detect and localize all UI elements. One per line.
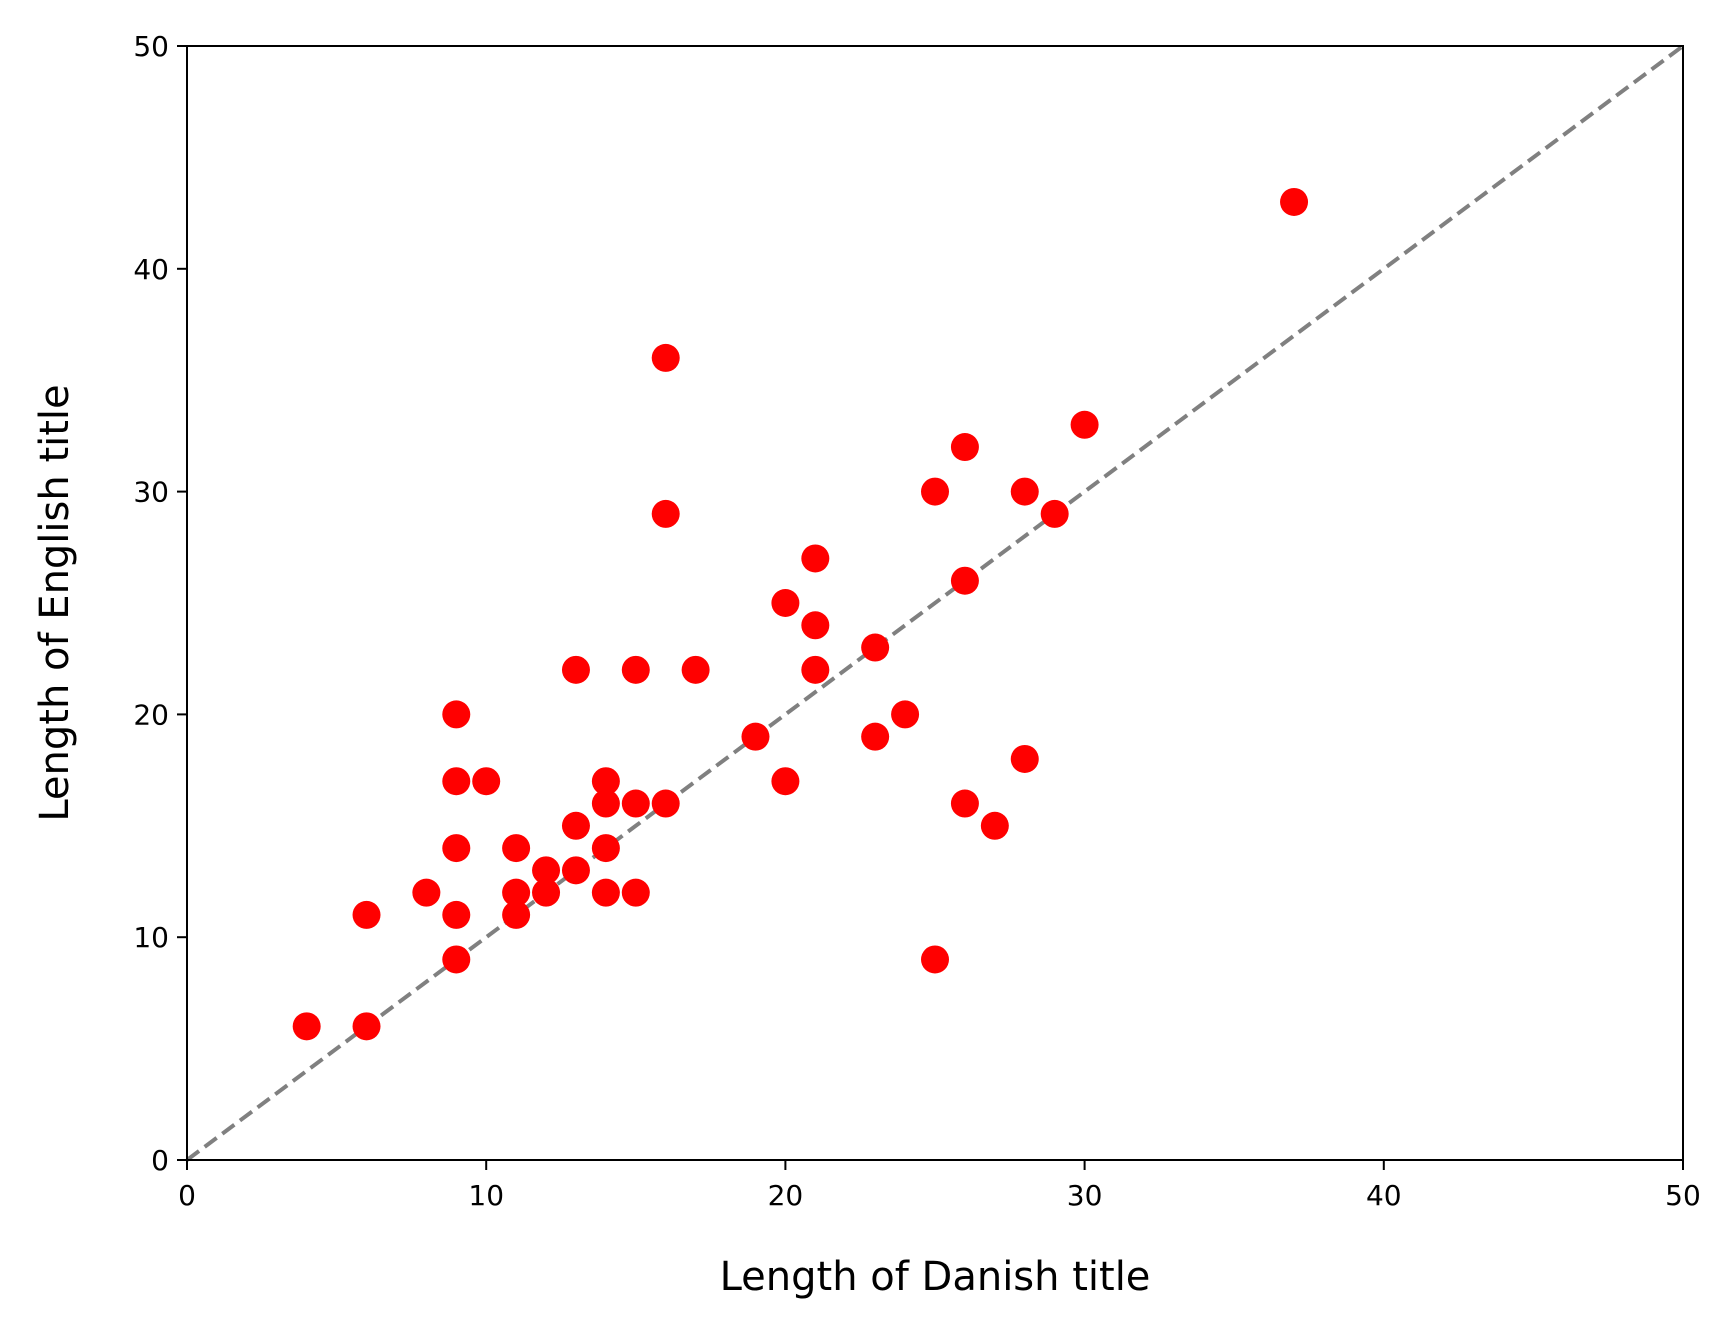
data-point xyxy=(442,834,471,863)
data-point xyxy=(801,655,830,684)
data-point xyxy=(921,477,949,506)
y-axis-label: Length of English title xyxy=(32,384,78,821)
data-point xyxy=(651,499,680,528)
data-point xyxy=(561,655,590,684)
data-point xyxy=(561,811,590,840)
data-point xyxy=(621,789,650,818)
x-tick-label: 30 xyxy=(1067,1179,1103,1212)
data-point xyxy=(950,789,979,818)
y-tick-label: 50 xyxy=(133,30,169,63)
x-tick-label: 0 xyxy=(178,1179,196,1212)
data-point xyxy=(621,655,650,684)
data-point xyxy=(561,856,590,885)
data-point xyxy=(532,878,561,907)
data-point xyxy=(1280,187,1309,216)
data-point xyxy=(891,700,920,729)
data-point xyxy=(292,1012,321,1041)
data-point xyxy=(352,1012,381,1041)
data-point xyxy=(532,856,561,885)
data-point xyxy=(801,611,830,640)
reference-line xyxy=(185,44,1685,1162)
y-tick-label: 30 xyxy=(133,476,169,509)
y-tick-label: 40 xyxy=(133,253,169,286)
data-point xyxy=(1010,477,1039,506)
x-axis-label: Length of Danish title xyxy=(720,1254,1151,1300)
data-point xyxy=(741,722,770,751)
data-point xyxy=(621,878,650,907)
data-point xyxy=(442,945,471,974)
plot-area-frame xyxy=(186,45,1684,1161)
data-point xyxy=(1040,499,1069,528)
data-point xyxy=(681,655,710,684)
data-point xyxy=(442,700,471,729)
y-tick-label: 10 xyxy=(133,921,169,954)
data-point xyxy=(950,433,979,462)
data-point xyxy=(472,767,501,796)
data-point xyxy=(591,789,620,818)
y-tick-label: 20 xyxy=(133,698,169,731)
data-point xyxy=(921,945,949,974)
data-point xyxy=(651,789,680,818)
data-point xyxy=(1010,744,1039,773)
x-tick-label: 40 xyxy=(1366,1179,1402,1212)
data-point xyxy=(861,633,890,662)
data-point xyxy=(502,878,531,907)
data-point xyxy=(591,767,620,796)
x-tick-label: 20 xyxy=(768,1179,804,1212)
x-tick-label: 10 xyxy=(468,1179,504,1212)
data-point xyxy=(861,722,890,751)
data-point xyxy=(980,811,1009,840)
data-point xyxy=(1070,410,1099,439)
data-point xyxy=(502,900,531,929)
data-point xyxy=(352,900,381,929)
data-point xyxy=(771,589,800,617)
data-point xyxy=(442,900,471,929)
x-tick-label: 50 xyxy=(1665,1179,1701,1212)
data-point xyxy=(591,878,620,907)
y-tick-label: 0 xyxy=(151,1144,169,1177)
data-point xyxy=(771,767,800,796)
data-point xyxy=(591,834,620,863)
data-point xyxy=(502,834,531,863)
data-point xyxy=(412,878,441,907)
data-point xyxy=(442,767,471,796)
data-point xyxy=(651,343,680,372)
data-point xyxy=(801,544,830,573)
data-point xyxy=(950,566,979,595)
